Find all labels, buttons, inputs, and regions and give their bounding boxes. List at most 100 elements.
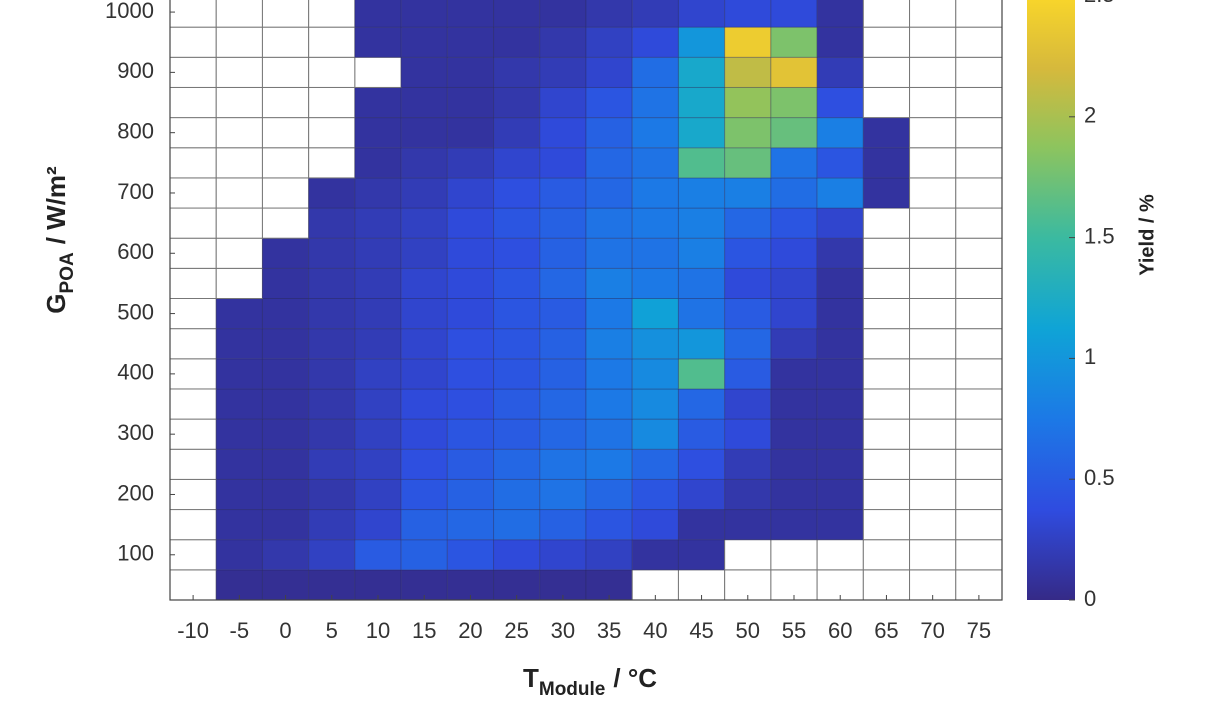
empty-cell: [169, 147, 217, 179]
cell: [724, 237, 772, 269]
cell: [585, 26, 633, 58]
cell: [585, 56, 633, 88]
cell: [816, 298, 864, 330]
empty-cell: [955, 177, 1003, 209]
empty-cell: [862, 478, 911, 511]
cell: [631, 177, 679, 209]
cell: [308, 509, 356, 541]
cell: [308, 298, 356, 330]
empty-cell: [909, 448, 957, 480]
empty-cell: [909, 0, 957, 28]
cell: [261, 509, 310, 541]
cell: [308, 478, 356, 511]
cell: [770, 388, 818, 420]
cell: [724, 117, 772, 149]
cell: [585, 207, 633, 239]
cell: [493, 328, 541, 360]
empty-cell: [261, 177, 310, 209]
empty-cell: [909, 86, 957, 119]
empty-cell: [354, 56, 402, 88]
cell: [215, 509, 263, 541]
cell: [400, 509, 448, 541]
empty-cell: [862, 448, 911, 480]
cell: [677, 358, 726, 390]
cell: [539, 207, 587, 239]
empty-cell: [215, 26, 263, 58]
cell: [400, 569, 448, 601]
cell: [308, 267, 356, 300]
cell: [585, 569, 633, 601]
empty-cell: [955, 509, 1003, 541]
cell: [631, 207, 679, 239]
empty-cell: [955, 267, 1003, 300]
cell: [400, 86, 448, 119]
cell: [724, 0, 772, 28]
colorbar-tick-label: 0: [1084, 586, 1096, 611]
cell: [677, 448, 726, 480]
empty-cell: [215, 0, 263, 28]
empty-cell: [308, 56, 356, 88]
x-tick-label: 15: [412, 618, 436, 643]
cell: [400, 177, 448, 209]
cell: [677, 509, 726, 541]
x-tick-label: 50: [736, 618, 760, 643]
empty-cell: [955, 207, 1003, 239]
cell: [493, 267, 541, 300]
cell: [631, 328, 679, 360]
cell: [585, 388, 633, 420]
cell: [215, 388, 263, 420]
cell: [770, 478, 818, 511]
cell: [400, 358, 448, 390]
cell: [261, 358, 310, 390]
empty-cell: [955, 418, 1003, 450]
cell: [585, 478, 633, 511]
x-tick-label: 70: [920, 618, 944, 643]
empty-cell: [308, 0, 356, 28]
empty-cell: [677, 569, 726, 601]
colorbar-tick-label: 2: [1084, 103, 1096, 128]
empty-cell: [909, 478, 957, 511]
cell: [816, 56, 864, 88]
cell: [816, 509, 864, 541]
cell: [816, 358, 864, 390]
cell: [215, 418, 263, 450]
cell: [446, 418, 495, 450]
x-tick-label: 75: [967, 618, 991, 643]
empty-cell: [169, 418, 217, 450]
cell: [261, 267, 310, 300]
colorbar: [1027, 0, 1075, 600]
x-title-main: T: [523, 663, 539, 693]
empty-cell: [862, 237, 911, 269]
cell: [677, 418, 726, 450]
cell: [446, 147, 495, 179]
cell: [770, 418, 818, 450]
cell: [862, 177, 911, 209]
x-tick-label: 30: [551, 618, 575, 643]
cell: [446, 539, 495, 571]
cell: [400, 207, 448, 239]
cell: [308, 177, 356, 209]
empty-cell: [261, 147, 310, 179]
cell: [770, 509, 818, 541]
cell: [585, 418, 633, 450]
empty-cell: [909, 147, 957, 179]
cell: [354, 478, 402, 511]
cell: [308, 539, 356, 571]
cell: [308, 358, 356, 390]
cell: [585, 86, 633, 119]
cell: [631, 0, 679, 28]
cell: [308, 448, 356, 480]
colorbar-tick-label: 1.5: [1084, 223, 1115, 248]
cell: [215, 478, 263, 511]
cell: [677, 267, 726, 300]
y-tick-label: 700: [117, 179, 154, 204]
cell: [354, 509, 402, 541]
cell: [631, 237, 679, 269]
cell: [724, 509, 772, 541]
y-title-unit: / W/m²: [41, 166, 71, 244]
empty-cell: [955, 298, 1003, 330]
cell: [631, 358, 679, 390]
cell: [816, 207, 864, 239]
cell: [816, 237, 864, 269]
